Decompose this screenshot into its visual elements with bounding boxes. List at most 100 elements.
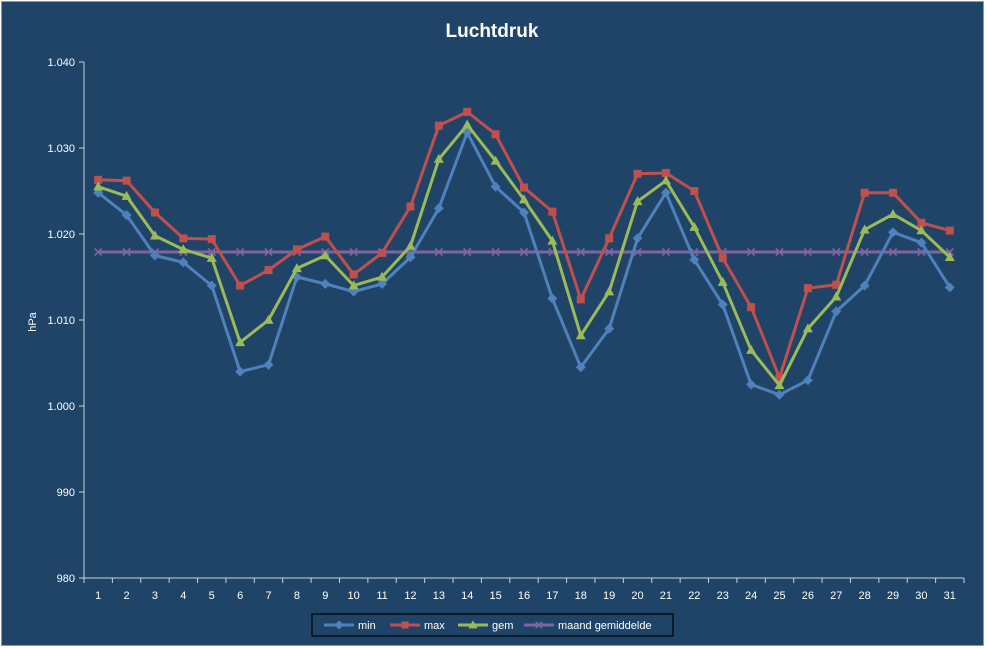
data-point [321,232,330,241]
data-point [178,257,189,268]
x-tick-label: 31 [944,590,956,602]
data-point [490,181,501,192]
y-axis-title: hPa [27,311,39,331]
data-point [717,276,728,286]
x-tick-label: 12 [404,590,416,602]
data-point [547,293,558,304]
data-point [121,190,132,200]
data-point [917,218,926,227]
data-point [150,208,159,217]
data-point [235,366,246,377]
legend-marker [401,621,409,629]
data-point [832,280,841,289]
data-point [888,247,898,257]
data-point [916,237,927,248]
data-point [94,247,103,257]
data-point [775,373,784,382]
series-gem [93,119,955,390]
data-point [802,323,813,333]
data-point [746,379,757,390]
data-point [803,247,813,257]
x-tick-label: 6 [237,590,243,602]
legend: min max gem maand gemiddelde [311,613,674,637]
x-tick-label: 30 [915,590,927,602]
y-tick-label: 1.000 [47,401,75,413]
data-point [491,247,500,257]
data-point [945,226,954,235]
x-tick-label: 8 [294,590,300,602]
legend-marker [334,620,344,630]
x-tick-label: 25 [773,590,785,602]
x-tick-label: 11 [376,590,387,602]
data-point [122,247,131,257]
data-point [916,225,927,235]
data-point [149,230,160,240]
data-point [689,254,700,265]
data-point [717,299,728,310]
legend-box [311,613,674,637]
data-point [349,270,358,279]
x-tick-label: 22 [688,590,700,602]
legend-item: max [390,620,445,632]
data-point [944,251,955,261]
data-point [660,187,671,198]
series-line [98,110,951,380]
data-point [292,245,301,254]
x-tick-label: 10 [348,590,360,602]
data-point [93,181,104,191]
data-point [349,247,358,257]
data-point [604,323,615,334]
legend-item: min [324,620,376,632]
legend-label: min [358,620,376,632]
data-point [888,208,899,218]
legend-label: gem [492,620,513,632]
data-point [348,280,359,290]
data-point [718,254,727,263]
data-point [519,207,529,218]
x-tick-label: 20 [631,590,643,602]
x-tick-label: 21 [660,590,672,602]
data-point [632,196,643,206]
data-point [917,247,926,257]
y-tick-label: 980 [57,573,75,585]
data-point [689,221,700,231]
data-point [859,280,870,291]
x-tick-label: 18 [575,590,587,602]
legend-label: max [424,620,445,632]
x-tick-label: 15 [489,590,501,602]
x-tick-label: 5 [209,590,215,602]
legend-marker [468,620,478,629]
x-tick-label: 19 [603,590,615,602]
y-tick-label: 1.020 [47,229,75,241]
x-tick-label: 3 [152,590,158,602]
data-point [264,266,273,275]
data-point [746,344,757,354]
data-point [206,280,217,291]
data-point [264,247,273,257]
data-point [434,247,444,257]
data-point [94,175,103,184]
series-max [94,107,954,382]
legend-label: maand gemiddelde [558,620,652,632]
x-tick-label: 17 [546,590,558,602]
data-point [405,240,416,250]
chart-title: Luchtdruk [446,21,539,42]
data-point [207,247,216,257]
data-point [575,330,586,340]
data-point [377,271,388,281]
data-point [207,235,216,244]
data-point [463,107,472,116]
data-point [179,234,188,243]
data-point [775,247,784,257]
data-point [944,282,955,293]
data-point [860,188,869,197]
x-tick-label: 27 [830,590,842,602]
data-point [178,244,189,254]
x-tick-label: 28 [859,590,871,602]
data-point [860,247,869,257]
legend-marker [535,621,543,629]
data-point [433,203,444,214]
x-tick-label: 7 [265,590,271,602]
data-point [746,247,756,257]
